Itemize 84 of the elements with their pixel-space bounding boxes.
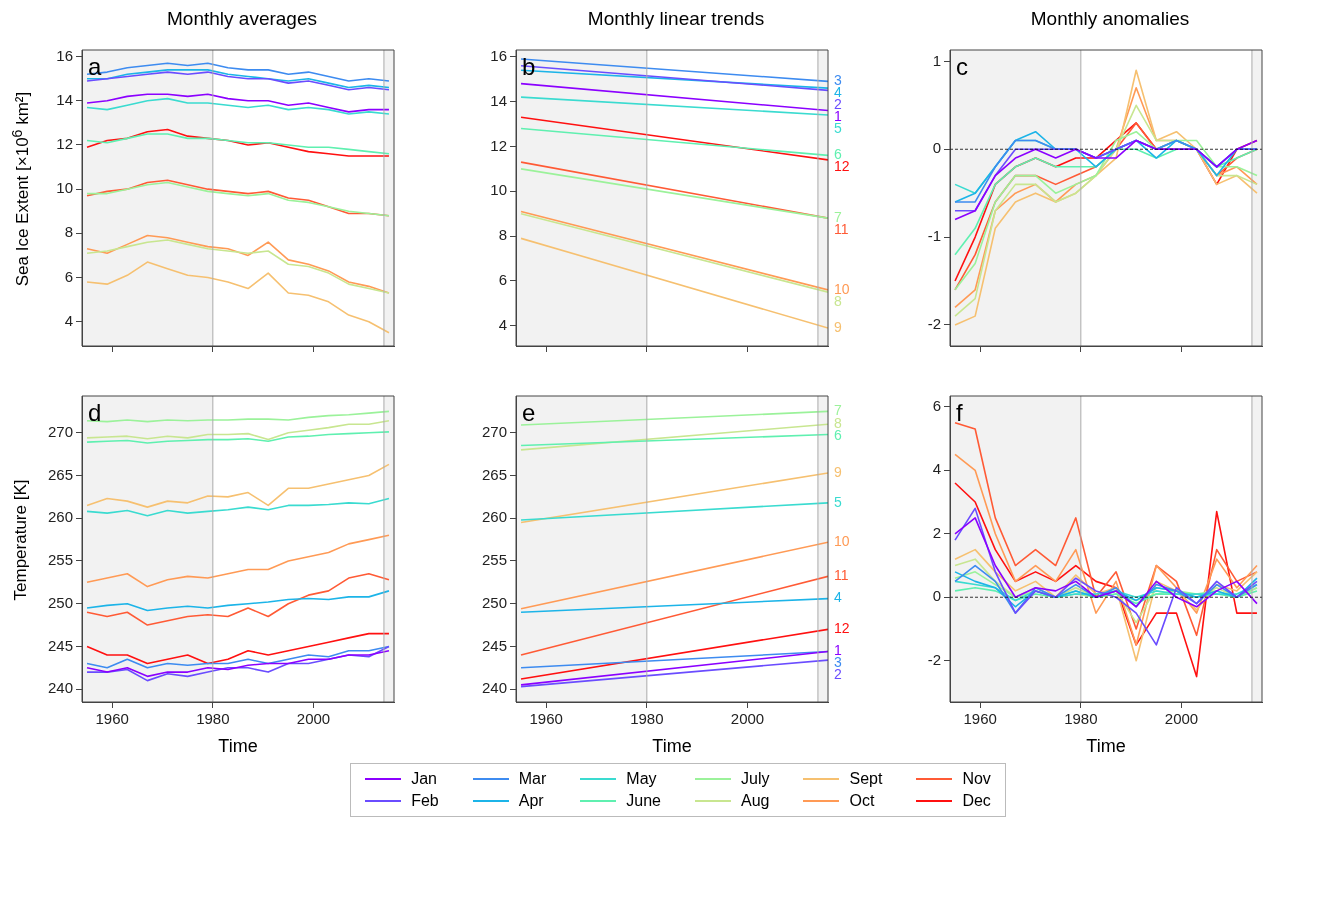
series-label: 4 (834, 589, 842, 606)
y-tick-label: 4 (64, 311, 73, 329)
y-tick-label: 4 (932, 460, 941, 478)
series-label: 12 (834, 158, 850, 175)
x-tick-label: 1980 (1064, 710, 1098, 728)
y-tick-label: 10 (490, 181, 507, 199)
x-tick-label: 2000 (1164, 710, 1199, 728)
series-label: 9 (834, 318, 842, 335)
y-tick-label: 8 (64, 223, 73, 241)
series-label: 12 (834, 620, 850, 637)
x-tick-label: 1960 (529, 710, 563, 728)
y-tick-label: 240 (47, 679, 73, 697)
x-tick-label: 1960 (963, 710, 997, 728)
y-tick-label: 6 (498, 271, 507, 289)
y-tick-label: 6 (932, 396, 941, 414)
series-label: 5 (834, 120, 842, 137)
annotation: f (956, 398, 963, 426)
y-tick-label: 12 (56, 135, 73, 153)
series-label: 10 (834, 280, 850, 297)
y-tick-label: -2 (927, 315, 941, 333)
y-tick-label: 6 (64, 267, 73, 285)
x-tick-label: 1980 (196, 710, 230, 728)
chart-title: Monthly averages (166, 8, 318, 31)
y-tick-label: 16 (490, 46, 507, 64)
y-tick-label: 4 (498, 315, 507, 333)
y-tick-label: 245 (47, 636, 73, 654)
legend-label: Aug (741, 792, 770, 810)
y-tick-label: 270 (481, 422, 507, 440)
x-tick-label: 2000 (296, 710, 331, 728)
series-label: 7 (834, 402, 842, 419)
y-tick-label: 240 (481, 679, 507, 697)
y-tick-label: 12 (490, 136, 507, 154)
y-tick-label: 270 (47, 422, 73, 440)
series-label: 11 (834, 221, 849, 238)
y-tick-label: 10 (56, 179, 73, 197)
y-tick-label: 245 (481, 636, 507, 654)
legend-label: Oct (849, 792, 875, 810)
y-tick-label: 16 (56, 46, 73, 64)
y-axis-title: Temperature [K] (11, 479, 31, 601)
x-axis-title: Time (1085, 736, 1127, 757)
series-label: 5 (834, 493, 842, 510)
legend-label: Dec (962, 792, 991, 810)
y-tick-label: 260 (481, 508, 507, 526)
y-tick-label: 8 (498, 226, 507, 244)
annotation: a (88, 52, 102, 80)
annotation: d (88, 398, 102, 426)
y-tick-label: 250 (481, 593, 507, 611)
legend-label: May (626, 770, 657, 788)
y-tick-label: 260 (47, 508, 73, 526)
legend-label: July (741, 770, 770, 788)
x-tick-label: 2000 (730, 710, 765, 728)
y-tick-label: 0 (932, 139, 941, 157)
y-tick-label: 1 (932, 51, 941, 69)
chart-title: Monthly anomalies (1029, 8, 1191, 31)
y-tick-label: 250 (47, 593, 73, 611)
y-tick-label: 255 (47, 551, 73, 569)
legend-label: Sept (849, 770, 883, 788)
y-tick-label: -2 (927, 650, 941, 668)
y-tick-label: 14 (56, 90, 73, 108)
y-tick-label: 14 (490, 91, 507, 109)
series-label: 9 (834, 463, 842, 480)
x-tick-label: 1980 (630, 710, 664, 728)
legend-label: Feb (411, 792, 439, 810)
x-axis-title: Time (217, 736, 259, 757)
y-tick-label: -1 (927, 227, 941, 245)
annotation: c (956, 52, 968, 80)
legend-label: Nov (962, 770, 991, 788)
x-tick-label: 1960 (95, 710, 129, 728)
series-label: 11 (834, 567, 849, 584)
legend-label: Jan (411, 770, 437, 788)
y-tick-label: 265 (47, 465, 73, 483)
series-label: 6 (834, 427, 842, 444)
y-tick-label: 265 (481, 465, 507, 483)
y-tick-label: 0 (932, 587, 941, 605)
y-tick-label: 255 (481, 551, 507, 569)
annotation: e (522, 398, 536, 426)
x-axis-title: Time (651, 736, 693, 757)
series-label: 2 (834, 666, 842, 683)
legend-label: June (626, 792, 661, 810)
y-tick-label: 2 (932, 523, 941, 541)
legend-label: Mar (518, 770, 547, 788)
series-label: 10 (834, 533, 850, 550)
legend-label: Apr (518, 792, 544, 810)
chart-title: Monthly linear trends (586, 8, 766, 31)
